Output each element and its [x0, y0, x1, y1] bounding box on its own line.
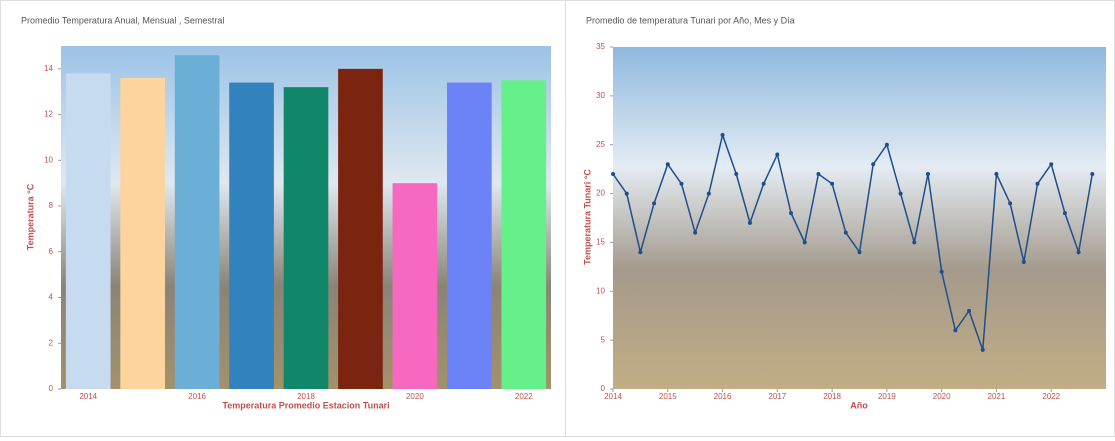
x-tick-label: 2014	[604, 392, 622, 401]
data-point	[638, 250, 643, 255]
bar	[338, 68, 383, 389]
bar	[120, 78, 165, 389]
x-tick-label: 2017	[768, 392, 786, 401]
line-chart: Promedio de temperatura Tunari por Año, …	[582, 15, 1106, 410]
y-tick-label: 5	[601, 335, 606, 344]
data-point	[816, 172, 821, 177]
data-point	[1021, 259, 1026, 264]
data-point	[1049, 162, 1054, 167]
y-tick-label: 2	[49, 338, 54, 347]
y-tick-label: 35	[596, 42, 605, 51]
x-tick-label: 2021	[988, 392, 1006, 401]
data-point	[898, 191, 903, 196]
data-point	[871, 162, 876, 167]
data-point	[980, 347, 985, 352]
bar	[447, 82, 492, 389]
x-tick-label: 2022	[1042, 392, 1060, 401]
left-panel: Promedio Temperatura Anual, Mensual , Se…	[0, 0, 566, 437]
data-point	[720, 132, 725, 137]
data-point	[1076, 250, 1081, 255]
data-point	[775, 152, 780, 157]
bar	[392, 183, 438, 389]
data-point	[802, 240, 807, 245]
data-point	[747, 220, 752, 225]
plot-background	[613, 47, 1106, 389]
x-axis-label: Año	[850, 400, 868, 410]
data-point	[761, 181, 766, 186]
chart-title: Promedio Temperatura Anual, Mensual , Se…	[21, 15, 224, 25]
y-tick-label: 6	[49, 247, 54, 256]
data-point	[939, 269, 944, 274]
bar	[283, 87, 329, 389]
y-tick-label: 12	[44, 110, 53, 119]
chart-title: Promedio de temperatura Tunari por Año, …	[586, 15, 795, 25]
x-tick-label: 2018	[823, 392, 841, 401]
data-point	[953, 328, 958, 333]
data-point	[693, 230, 698, 235]
data-point	[1062, 211, 1067, 216]
y-tick-label: 14	[44, 64, 53, 73]
y-tick-label: 8	[49, 201, 54, 210]
y-tick-label: 15	[596, 238, 605, 247]
x-axis-label: Temperatura Promedio Estacion Tunari	[222, 400, 389, 410]
x-tick-label: 2018	[297, 392, 315, 401]
x-tick-label: 2016	[188, 392, 206, 401]
data-point	[679, 181, 684, 186]
data-point	[1035, 181, 1040, 186]
series-line	[612, 132, 1094, 351]
data-point	[912, 240, 917, 245]
data-point	[734, 172, 739, 177]
data-point	[994, 172, 999, 177]
data-point	[652, 201, 657, 206]
y-tick-label: 0	[49, 384, 54, 393]
data-point	[789, 211, 794, 216]
y-tick-label: 10	[44, 155, 53, 164]
data-point	[884, 142, 889, 147]
y-tick-label: 25	[596, 140, 605, 149]
x-tick-label: 2016	[714, 392, 732, 401]
x-tick-label: 2019	[878, 392, 896, 401]
right-panel: Promedio de temperatura Tunari por Año, …	[565, 0, 1115, 437]
data-point	[830, 181, 835, 186]
y-tick-label: 0	[601, 384, 606, 393]
bar	[229, 82, 274, 389]
x-tick-label: 2022	[515, 392, 533, 401]
y-tick-label: 20	[596, 189, 605, 198]
data-point	[1008, 201, 1013, 206]
bar	[501, 80, 547, 390]
bar	[174, 55, 220, 389]
data-point	[611, 172, 615, 177]
data-point	[1090, 172, 1095, 177]
y-tick-label: 4	[49, 293, 54, 302]
y-axis-label: Temperatura Tunari °C	[582, 169, 592, 265]
x-tick-label: 2015	[659, 392, 677, 401]
x-tick-label: 2020	[933, 392, 951, 401]
y-tick-label: 10	[596, 286, 605, 295]
bar	[65, 73, 111, 389]
data-point	[843, 230, 848, 235]
data-point	[706, 191, 711, 196]
data-point	[925, 172, 930, 177]
data-point	[967, 308, 972, 313]
y-tick-label: 30	[596, 91, 605, 100]
x-tick-label: 2020	[406, 392, 424, 401]
data-point	[624, 191, 629, 196]
x-tick-label: 2014	[79, 392, 97, 401]
data-point	[857, 250, 862, 255]
bar-chart: Promedio Temperatura Anual, Mensual , Se…	[21, 15, 551, 410]
data-point	[665, 162, 670, 167]
y-axis-label: Temperatura °C	[25, 183, 35, 250]
